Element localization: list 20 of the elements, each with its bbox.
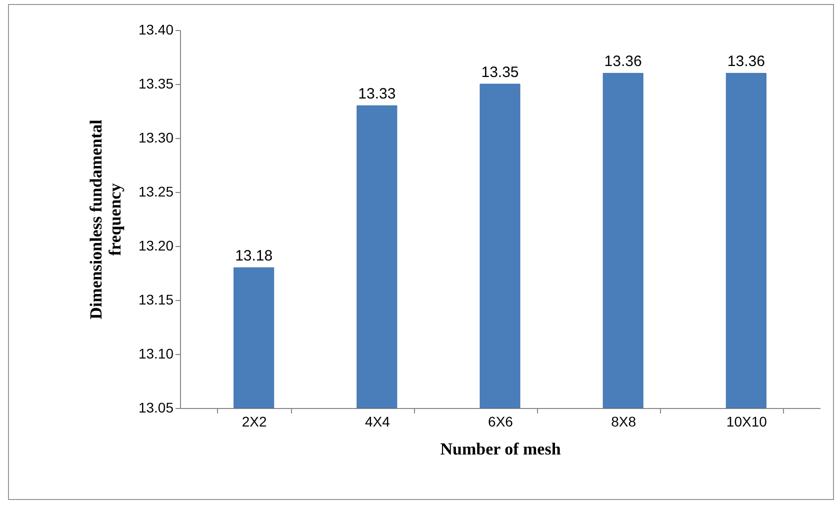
x-tick-label: 8X8 [611, 414, 636, 430]
y-tick-label: 13.10 [138, 346, 174, 362]
y-axis-title: Dimensionless fundamental frequency [86, 119, 124, 320]
data-label: 13.36 [727, 53, 765, 70]
x-tick-label: 6X6 [488, 414, 514, 430]
x-tick-label: 10X10 [726, 414, 768, 430]
data-label: 13.35 [481, 64, 519, 81]
y-tick-label: 13.25 [138, 184, 174, 200]
y-tick-label: 13.35 [138, 76, 174, 92]
x-tick-label: 4X4 [364, 414, 390, 430]
y-tick-label: 13.40 [138, 22, 174, 38]
data-label: 13.33 [358, 86, 396, 103]
x-tick-label: 2X2 [242, 414, 268, 430]
data-label: 13.36 [604, 53, 642, 70]
x-axis-title: Number of mesh [440, 440, 562, 458]
y-tick-label: 13.05 [138, 400, 174, 416]
y-tick-label: 13.20 [138, 238, 174, 254]
y-tick-label: 13.15 [138, 292, 174, 308]
y-tick-label: 13.30 [138, 130, 174, 146]
data-label: 13.18 [235, 248, 273, 265]
